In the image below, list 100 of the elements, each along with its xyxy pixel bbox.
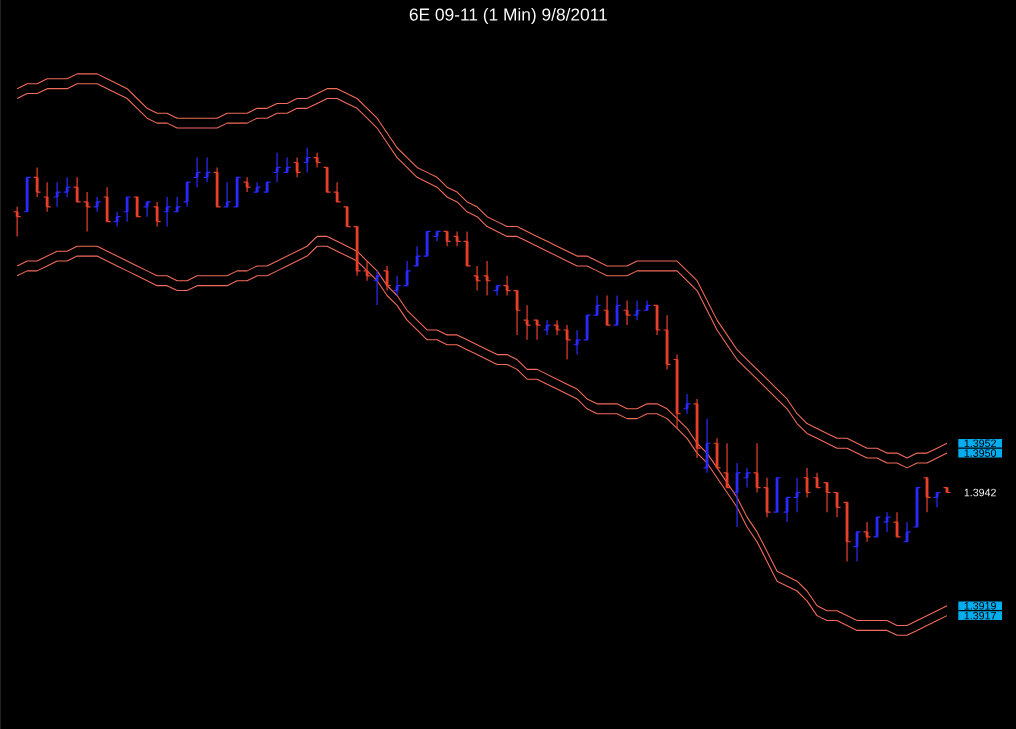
candlestick xyxy=(462,230,472,267)
candlestick xyxy=(722,442,732,489)
candlestick xyxy=(113,211,122,228)
y-tick-label: 1.3950 xyxy=(964,449,997,457)
candlestick xyxy=(572,329,582,356)
candlestick xyxy=(672,354,682,430)
candlestick xyxy=(652,304,662,336)
candlestick xyxy=(882,511,892,533)
candlestick xyxy=(233,176,242,208)
candlestick xyxy=(812,472,822,489)
candlestick xyxy=(582,314,592,341)
candlestick xyxy=(922,477,932,513)
candlestick xyxy=(632,299,642,321)
candlestick xyxy=(472,265,482,292)
candlestick xyxy=(822,482,832,513)
candlestick xyxy=(932,491,942,508)
candlestick xyxy=(103,186,112,223)
candlestick xyxy=(203,157,212,183)
candlestick xyxy=(313,152,322,169)
candlestick xyxy=(273,152,282,183)
candlestick xyxy=(662,314,672,371)
candlestick xyxy=(173,196,182,213)
candlestick xyxy=(712,437,722,469)
candlestick xyxy=(412,245,422,267)
candlestick xyxy=(622,299,632,326)
candlestick xyxy=(542,319,552,336)
chart-title: 6E 09-11 (1 Min) 9/8/2011 xyxy=(409,8,607,25)
candlestick xyxy=(792,477,802,513)
candlestick xyxy=(333,181,342,203)
candlestick xyxy=(343,206,352,228)
candlestick xyxy=(692,398,702,459)
candlestick xyxy=(163,196,172,228)
candlestick xyxy=(942,487,952,494)
candlestick xyxy=(193,157,202,188)
candlestick xyxy=(432,230,442,242)
candlestick xyxy=(123,196,132,223)
candlestick xyxy=(902,521,912,543)
candlestick xyxy=(73,176,82,203)
candlestick xyxy=(392,275,402,297)
candlestick xyxy=(612,294,622,326)
candlestick xyxy=(243,176,252,193)
candlestick xyxy=(752,442,762,494)
candlestick xyxy=(43,181,52,213)
candlestick xyxy=(283,157,292,174)
candlestick xyxy=(223,181,232,208)
candlestick xyxy=(592,294,602,316)
candlestick xyxy=(382,265,392,292)
candlestick xyxy=(602,294,612,326)
candlestick xyxy=(642,299,652,311)
candlestick xyxy=(93,196,102,213)
candlestick xyxy=(802,467,812,499)
candlestick xyxy=(532,319,542,341)
candlestick xyxy=(63,176,72,198)
candlestick xyxy=(143,201,152,218)
candlestick xyxy=(293,157,302,178)
candlestick xyxy=(742,467,752,489)
y-tick-label: 1.3917 xyxy=(964,611,996,620)
candlestick xyxy=(213,166,222,208)
candlestick xyxy=(912,487,922,528)
candlestick xyxy=(872,516,882,538)
candlestick xyxy=(522,304,532,341)
candlestick xyxy=(892,511,902,538)
candlestick xyxy=(83,191,92,233)
candlestick xyxy=(832,491,842,518)
candlestick xyxy=(422,230,432,257)
candlestick xyxy=(502,275,512,297)
candlestick xyxy=(452,230,462,247)
candlestick xyxy=(492,285,502,297)
y-tick-label: 1.3942 xyxy=(964,488,996,497)
candlestick xyxy=(862,521,872,543)
y-tick-label: 1.3919 xyxy=(964,602,996,610)
candlestick xyxy=(323,166,332,193)
candlestick xyxy=(762,477,772,518)
candlestick xyxy=(702,418,712,474)
candlestick xyxy=(352,226,362,277)
candlestick xyxy=(303,147,312,174)
candlestick xyxy=(552,319,562,336)
candlestick xyxy=(53,181,62,208)
candlestick xyxy=(402,260,412,287)
candlestick xyxy=(183,181,192,208)
candlestick xyxy=(153,201,162,228)
candlestick xyxy=(562,324,572,361)
candlestick xyxy=(23,176,32,213)
candlestick xyxy=(362,260,372,282)
candlestick xyxy=(852,531,862,563)
candlestick xyxy=(842,501,852,563)
candlestick xyxy=(682,393,692,415)
candlestick xyxy=(732,462,742,528)
candlestick xyxy=(442,230,452,247)
candlestick xyxy=(482,260,492,297)
candlestick xyxy=(253,181,262,193)
candlestick xyxy=(772,477,782,513)
candlestick xyxy=(372,270,382,306)
candlestick xyxy=(33,166,42,198)
y-tick-label: 1.3952 xyxy=(964,439,996,448)
candlestick xyxy=(263,181,272,193)
candlestick xyxy=(512,290,522,336)
candlestick xyxy=(13,206,22,238)
candlestick xyxy=(133,196,142,218)
candlestick xyxy=(782,496,792,523)
